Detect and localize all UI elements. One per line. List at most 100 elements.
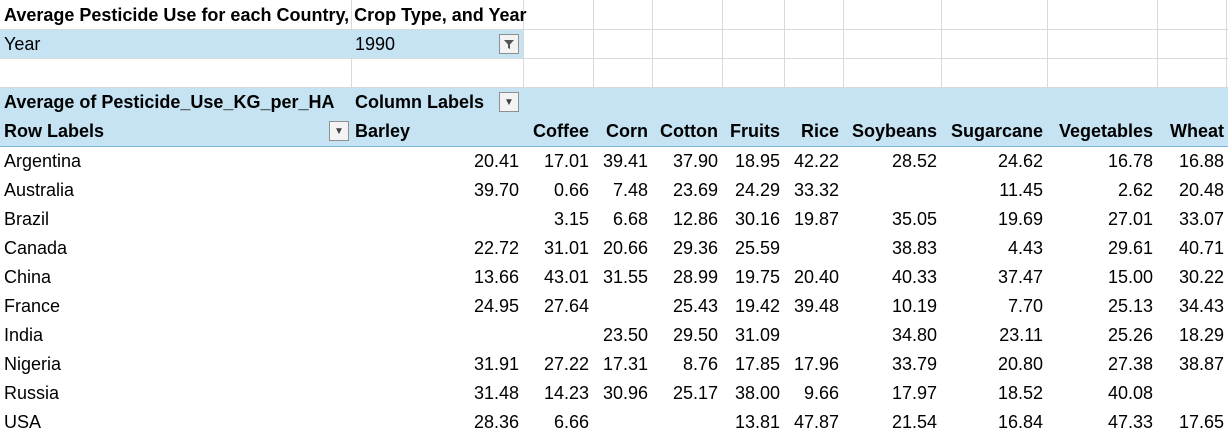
value-cell: 31.48 (473, 383, 519, 403)
value-cell (843, 176, 941, 205)
value-cell: 23.69 (672, 180, 718, 200)
value-cell: 19.87 (793, 209, 839, 229)
value-cell: 24.29 (734, 180, 780, 200)
value-cell: 31.01 (543, 238, 589, 258)
value-cell: 28.52 (891, 151, 937, 171)
value-cell: 7.48 (612, 180, 648, 200)
filter-dropdown-icon[interactable] (499, 34, 519, 54)
value-cell: 27.22 (543, 354, 589, 374)
column-labels-dropdown-icon[interactable]: ▼ (499, 92, 519, 112)
gridline (941, 0, 942, 87)
value-cell: 4.43 (1007, 238, 1043, 258)
value-cell: 31.55 (602, 267, 648, 287)
value-cell: 13.81 (734, 412, 780, 432)
value-cell: 2.62 (1117, 180, 1153, 200)
value-cell: 8.76 (682, 354, 718, 374)
gridline (722, 0, 723, 87)
value-cell (523, 321, 593, 350)
filter-value[interactable]: 1990 (355, 34, 396, 54)
value-cell: 25.43 (672, 296, 718, 316)
values-label: Average of Pesticide_Use_KG_per_HA (4, 92, 335, 112)
value-cell: 47.87 (793, 412, 839, 432)
gridline (0, 58, 1228, 59)
column-header-sugarcane: Sugarcane (950, 121, 1043, 141)
pivot-header-band (0, 88, 1228, 146)
row-label: China (4, 267, 52, 287)
value-cell: 25.13 (1107, 296, 1153, 316)
value-cell: 12.86 (672, 209, 718, 229)
value-cell: 34.43 (1178, 296, 1224, 316)
value-cell: 0.66 (553, 180, 589, 200)
value-cell (351, 321, 523, 350)
gridline (843, 0, 844, 87)
value-cell: 14.23 (543, 383, 589, 403)
row-label: Australia (4, 180, 75, 200)
value-cell: 25.59 (734, 238, 780, 258)
value-cell: 24.95 (473, 296, 519, 316)
value-cell: 33.79 (891, 354, 937, 374)
value-cell: 16.78 (1107, 151, 1153, 171)
value-cell (351, 205, 523, 234)
value-cell: 6.68 (612, 209, 648, 229)
filter-band (0, 30, 523, 58)
column-labels-header: Column Labels (355, 92, 485, 112)
value-cell: 10.19 (891, 296, 937, 316)
value-cell: 15.00 (1107, 267, 1153, 287)
value-cell: 17.31 (602, 354, 648, 374)
column-header-vegetables: Vegetables (1058, 121, 1153, 141)
value-cell: 39.41 (602, 151, 648, 171)
value-cell: 20.66 (602, 238, 648, 258)
row-label: Brazil (4, 209, 50, 229)
column-header-coffee: Coffee (532, 121, 589, 141)
row-label: USA (4, 412, 42, 432)
value-cell: 19.42 (734, 296, 780, 316)
value-cell: 20.40 (793, 267, 839, 287)
row-label: Canada (4, 238, 68, 258)
value-cell: 17.65 (1178, 412, 1224, 432)
row-labels-dropdown-icon[interactable]: ▼ (329, 121, 349, 141)
value-cell: 40.71 (1178, 238, 1224, 258)
value-cell: 18.29 (1178, 325, 1224, 345)
gridline (523, 0, 524, 87)
value-cell: 18.95 (734, 151, 780, 171)
column-header-barley: Barley (355, 121, 411, 141)
value-cell: 33.32 (793, 180, 839, 200)
value-cell: 29.61 (1107, 238, 1153, 258)
value-cell: 23.11 (999, 325, 1043, 345)
gridline (0, 29, 1228, 30)
value-cell (784, 321, 843, 350)
value-cell: 31.91 (473, 354, 519, 374)
value-cell: 17.96 (793, 354, 839, 374)
column-header-corn: Corn (606, 121, 648, 141)
value-cell: 43.01 (543, 267, 589, 287)
column-header-fruits: Fruits (729, 121, 780, 141)
value-cell: 13.66 (473, 267, 519, 287)
value-cell: 17.97 (891, 383, 937, 403)
column-header-cotton: Cotton (660, 121, 718, 141)
value-cell: 40.33 (891, 267, 937, 287)
value-cell (1157, 379, 1228, 408)
value-cell: 21.54 (891, 412, 937, 432)
value-cell: 19.75 (734, 267, 780, 287)
row-label: India (4, 325, 44, 345)
value-cell: 17.85 (734, 354, 780, 374)
value-cell: 3.15 (553, 209, 589, 229)
value-cell: 20.41 (473, 151, 519, 171)
value-cell: 30.16 (734, 209, 780, 229)
page-title: Average Pesticide Use for each Country, … (4, 5, 527, 25)
column-header-wheat: Wheat (1170, 121, 1224, 141)
value-cell: 42.22 (793, 151, 839, 171)
value-cell: 24.62 (997, 151, 1043, 171)
value-cell: 47.33 (1107, 412, 1153, 432)
value-cell: 40.08 (1107, 383, 1153, 403)
value-cell: 38.83 (891, 238, 937, 258)
value-cell: 11.45 (999, 180, 1043, 200)
value-cell: 23.50 (602, 325, 648, 345)
value-cell: 31.09 (734, 325, 780, 345)
gridline (1157, 0, 1158, 87)
column-header-soybeans: Soybeans (851, 121, 937, 141)
value-cell: 38.00 (734, 383, 780, 403)
value-cell: 27.38 (1107, 354, 1153, 374)
value-cell: 38.87 (1178, 354, 1224, 374)
